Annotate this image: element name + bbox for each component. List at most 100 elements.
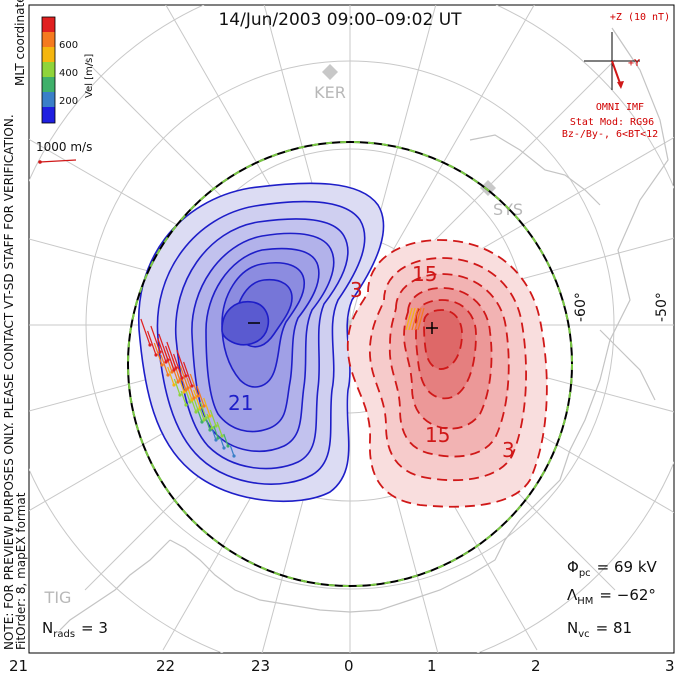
vector-scale: 1000 m/s — [36, 140, 92, 164]
velocity-vector — [211, 429, 217, 441]
vector-origin-dot — [192, 396, 196, 400]
negative-potential-cell — [138, 182, 385, 503]
vector-origin-dot — [184, 388, 188, 392]
vector-origin-dot — [214, 438, 218, 442]
imf-source: OMNI IMF — [596, 102, 644, 113]
vector-origin-dot — [176, 380, 180, 384]
hm-boundary-overlay — [127, 141, 573, 587]
velocity-vector — [193, 389, 201, 409]
colorbar-tick-400: 400 — [59, 68, 78, 79]
station-label-ker: KER — [314, 83, 346, 102]
vector-origin-dot — [186, 386, 190, 390]
velocity-vector — [223, 433, 229, 447]
imf-model: Stat Mod: RG96 — [570, 117, 654, 128]
velocity-vectors — [140, 307, 425, 458]
mlt-tick-23: 23 — [251, 657, 270, 674]
contour-label-pos-15-top: 15 — [412, 262, 437, 286]
vector-origin-dot — [208, 428, 212, 432]
vector-origin-dot — [184, 374, 188, 378]
velocity-vector — [166, 341, 177, 369]
vector-origin-dot — [198, 406, 202, 410]
velocity-vector — [196, 385, 205, 407]
phi-pc-stat: Φpc = 69 kV — [567, 558, 658, 579]
stats-panel: Φpc = 69 kV ΛHM = −62° Nvc = 81 Nrads = 3 — [42, 558, 658, 640]
vector-origin-dot — [214, 424, 218, 428]
vector-origin-dot — [196, 394, 200, 398]
velocity-vector — [417, 307, 425, 331]
station-label-tig: TIG — [44, 588, 72, 607]
coastline — [59, 27, 669, 631]
vector-origin-dot — [178, 378, 182, 382]
vector-origin-dot — [160, 363, 164, 367]
colorbar-tick-600: 600 — [59, 40, 78, 51]
velocity-vector — [167, 366, 175, 386]
mlt-tick-1: 1 — [427, 657, 437, 674]
velocity-vector — [157, 337, 167, 363]
vector-origin-dot — [226, 444, 230, 448]
lambda-hm-stat: ΛHM = −62° — [567, 586, 656, 607]
map-title: 14/Jun/2003 09:00–09:02 UT — [218, 10, 462, 30]
contour-label-pos-3-bottom: 3 — [502, 438, 515, 462]
vector-origin-dot — [208, 414, 212, 418]
mlt-tick-22: 22 — [156, 657, 175, 674]
velocity-vector — [173, 353, 183, 379]
vector-origin-dot — [202, 404, 206, 408]
vector-origin-dot — [170, 370, 174, 374]
vector-origin-dot — [182, 390, 186, 394]
velocity-colorbar: 600 400 200 Vel [m/s] MLT coordinates — [13, 0, 95, 124]
velocity-vector — [229, 445, 235, 457]
velocity-vector — [209, 409, 217, 427]
velocity-vector — [414, 307, 422, 331]
station-tiger: TIG — [44, 588, 72, 607]
vector-origin-dot — [158, 350, 162, 354]
velocity-vector — [197, 409, 203, 423]
vector-origin-dot — [180, 376, 184, 380]
velocity-vector — [180, 390, 187, 406]
velocity-vector — [158, 333, 169, 361]
positive-potential-cell — [346, 239, 548, 508]
vector-origin-dot — [194, 410, 198, 414]
imf-z-label: +Z (10 nT) — [610, 12, 670, 23]
mlt-tick-2: 2 — [531, 657, 541, 674]
fit-order-note: FitOrder: 8, mapEX format — [14, 492, 28, 650]
station-syowa: SYS — [480, 180, 523, 219]
vector-origin-dot — [200, 420, 204, 424]
velocity-vector — [219, 437, 225, 449]
velocity-vector — [411, 307, 419, 331]
velocity-vector — [203, 397, 211, 417]
velocity-vector — [408, 307, 416, 331]
vector-origin-dot — [222, 446, 226, 450]
velocity-vector — [183, 361, 193, 387]
vector-origin-dot — [174, 366, 178, 370]
imf-condition: Bz-/By-, 6<BT<12 — [562, 129, 658, 140]
vector-origin-dot — [202, 418, 206, 422]
vector-origin-dot — [148, 343, 152, 347]
coordinate-system-label: MLT coordinates — [13, 0, 27, 86]
mlt-axis: 21 22 23 0 1 2 3 — [9, 657, 675, 674]
colorbar-unit-label: Vel [m/s] — [84, 54, 95, 98]
vector-origin-dot — [188, 400, 192, 404]
velocity-vector — [150, 325, 161, 353]
colorbar-tick-200: 200 — [59, 96, 78, 107]
contour-label-neg-21: 21 — [228, 391, 253, 415]
preview-note: NOTE: FOR PREVIEW PURPOSES ONLY. PLEASE … — [2, 114, 16, 650]
velocity-vector — [147, 330, 157, 356]
mlt-tick-0: 0 — [344, 657, 354, 674]
imf-y-label: +Y — [628, 58, 640, 69]
vector-origin-dot — [172, 383, 176, 387]
nvc-stat: Nvc = 81 — [567, 619, 632, 640]
vector-origin-dot — [164, 360, 168, 364]
station-label-sys: SYS — [493, 200, 523, 219]
vector-origin-dot — [210, 426, 214, 430]
vector-origin-dot — [172, 368, 176, 372]
vector-origin-dot — [184, 403, 188, 407]
contour-label-pos-15-bottom: 15 — [425, 423, 450, 447]
contour-label-pos-3-top: 3 — [350, 278, 363, 302]
vector-origin-dot — [232, 454, 236, 458]
lat-label-50: -50° — [654, 292, 670, 322]
velocity-vector — [165, 345, 175, 371]
vector-origin-dot — [220, 434, 224, 438]
velocity-vector — [186, 377, 195, 399]
nrads-stat: Nrads = 3 — [42, 619, 108, 640]
